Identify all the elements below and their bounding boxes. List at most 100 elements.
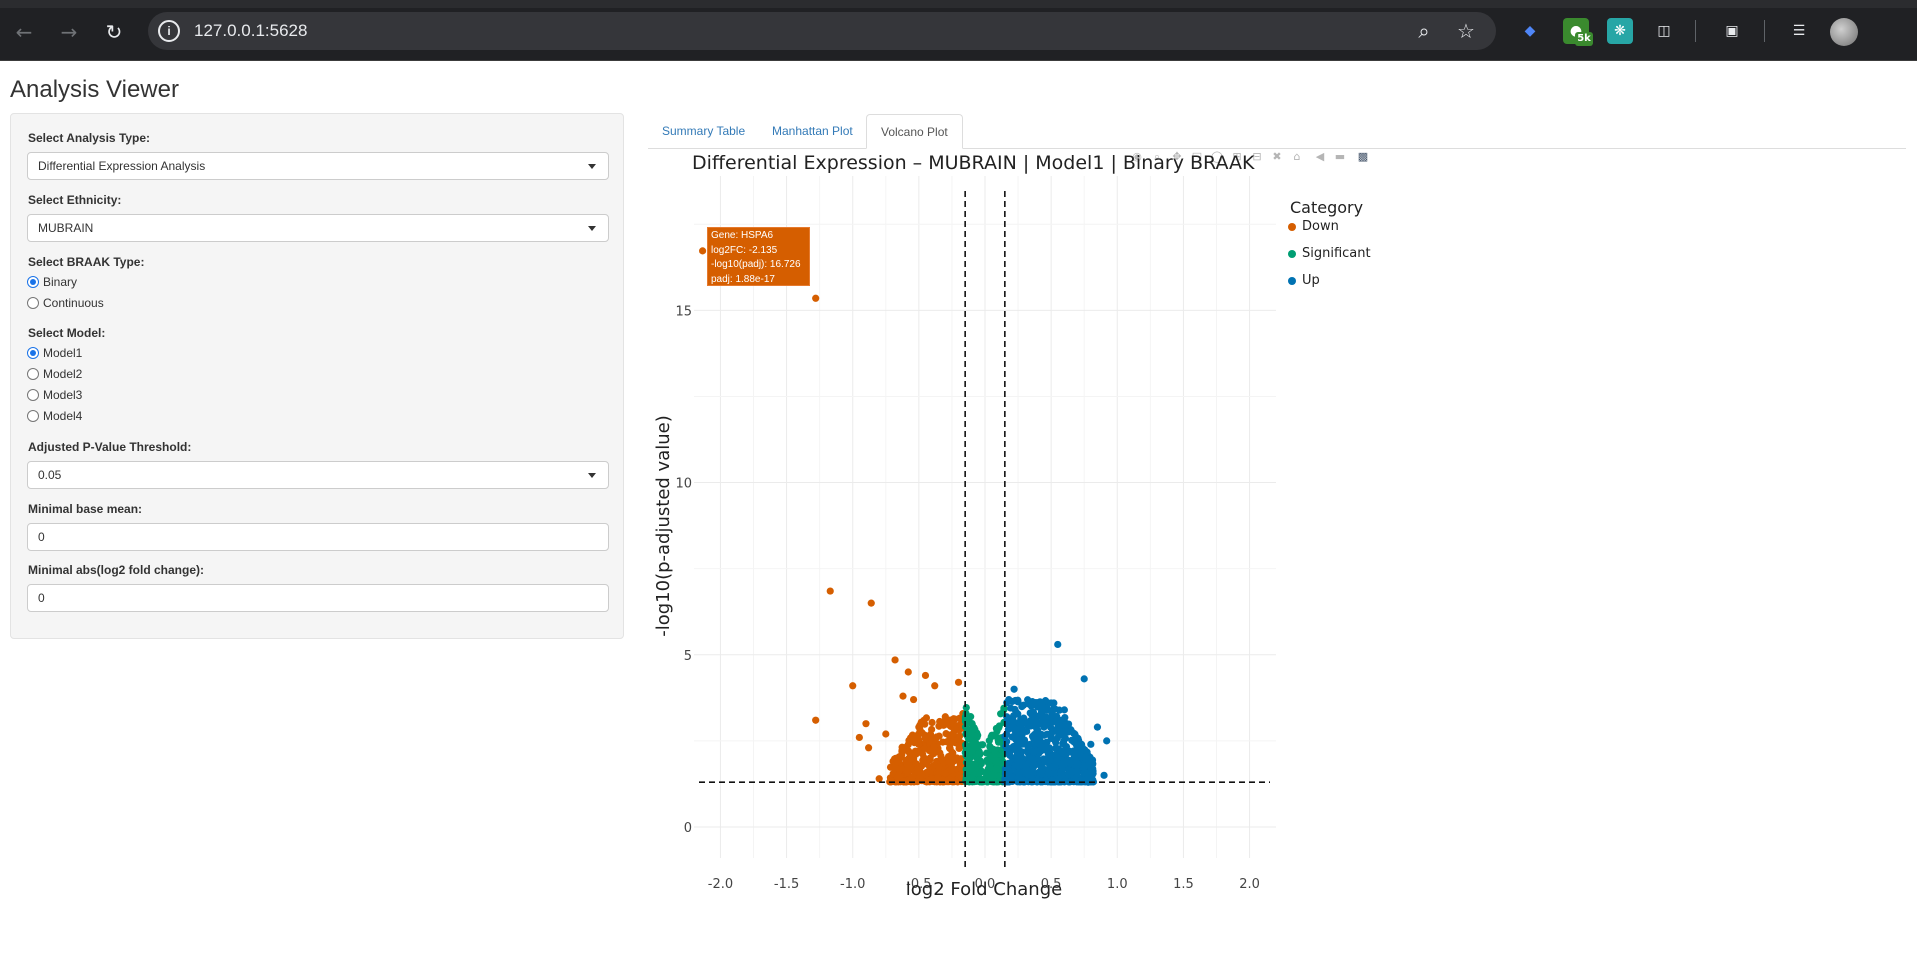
- extension-diamond-icon[interactable]: ◆: [1517, 18, 1543, 44]
- forward-icon[interactable]: →: [55, 18, 83, 46]
- point-down: [913, 777, 920, 784]
- zoom-icon[interactable]: ⌕: [1412, 19, 1436, 43]
- point-significant: [994, 765, 1001, 772]
- point-down: [898, 751, 905, 758]
- point-down: [897, 777, 904, 784]
- point-up: [1034, 727, 1041, 734]
- media-control-icon[interactable]: ☰: [1786, 18, 1812, 44]
- point-up: [1034, 778, 1041, 785]
- point-up: [1056, 778, 1063, 785]
- point-up: [1013, 770, 1020, 777]
- point-up: [1065, 766, 1072, 773]
- profile-avatar[interactable]: [1830, 18, 1858, 46]
- point-down: [891, 773, 898, 780]
- point-significant: [975, 770, 982, 777]
- point-up: [1080, 775, 1087, 782]
- point-up: [1085, 762, 1092, 769]
- autoscale-icon[interactable]: ✖: [1270, 150, 1284, 164]
- point-down: [920, 771, 927, 778]
- pvalue-threshold-select[interactable]: 0.05: [27, 461, 609, 489]
- point-up: [1087, 768, 1094, 775]
- address-bar[interactable]: i 127.0.0.1:5628 ⌕ ☆: [148, 12, 1496, 50]
- point-up: [1029, 700, 1036, 707]
- x-tick-label: 2.0: [1239, 877, 1260, 892]
- chevron-down-icon: [588, 164, 596, 169]
- point-up: [1088, 761, 1095, 768]
- tab-summary-table[interactable]: Summary Table: [648, 114, 759, 149]
- point-up: [1007, 770, 1014, 777]
- legend-item-significant[interactable]: Significant: [1302, 246, 1371, 261]
- point-up: [1036, 712, 1043, 719]
- point-significant: [963, 731, 970, 738]
- x-tick-label: -1.5: [774, 877, 799, 892]
- radio-checked-icon[interactable]: [27, 276, 39, 288]
- radio-unchecked-icon[interactable]: [27, 368, 39, 380]
- point-down: [960, 743, 967, 750]
- point-down: [961, 773, 968, 780]
- radio-unchecked-icon[interactable]: [27, 389, 39, 401]
- point-up: [1024, 757, 1031, 764]
- point-down: [918, 729, 925, 736]
- point-up: [1057, 767, 1064, 774]
- point-significant: [965, 758, 972, 765]
- point-up: [1031, 741, 1038, 748]
- point-down: [892, 755, 899, 762]
- tab-volcano-plot[interactable]: Volcano Plot: [866, 114, 963, 149]
- point-up: [1008, 775, 1015, 782]
- point-down: [946, 778, 953, 785]
- point-down: [889, 778, 896, 785]
- back-icon[interactable]: ←: [10, 18, 38, 46]
- point-up: [1019, 741, 1026, 748]
- point-up: [1016, 778, 1023, 785]
- min-base-mean-input[interactable]: [27, 523, 609, 551]
- radio-unchecked-icon[interactable]: [27, 410, 39, 422]
- point-significant: [969, 737, 976, 744]
- radio-unchecked-icon[interactable]: [27, 297, 39, 309]
- reload-icon[interactable]: ↻: [100, 18, 128, 46]
- ethnicity-select[interactable]: MUBRAIN: [27, 214, 609, 242]
- compare-hover-icon[interactable]: ▬: [1333, 150, 1347, 164]
- point-up: [1031, 731, 1038, 738]
- point-down: [951, 737, 958, 744]
- url-text[interactable]: 127.0.0.1:5628: [194, 21, 307, 41]
- point-down: [940, 722, 947, 729]
- cast-icon[interactable]: ▣: [1719, 18, 1745, 44]
- legend-item-up[interactable]: Up: [1302, 273, 1320, 288]
- point-up: [1054, 734, 1061, 741]
- extension-grid-icon[interactable]: ❋: [1607, 18, 1633, 44]
- point-up: [1027, 756, 1034, 763]
- point-up: [1076, 762, 1083, 769]
- point-up: [1051, 752, 1058, 759]
- point-significant: [995, 778, 1002, 785]
- site-info-icon[interactable]: i: [158, 20, 180, 42]
- point-down: [907, 755, 914, 762]
- point-up: [1003, 713, 1010, 720]
- extensions-puzzle-icon[interactable]: ◫: [1651, 18, 1677, 44]
- extension-lock-icon[interactable]: ● 5k: [1563, 18, 1589, 44]
- point-up: [1010, 722, 1017, 729]
- point-down: [933, 758, 940, 765]
- point-significant: [984, 778, 991, 785]
- point-down: [916, 768, 923, 775]
- tab-manhattan-plot[interactable]: Manhattan Plot: [758, 114, 867, 149]
- point-up: [1058, 772, 1065, 779]
- min-abs-lfc-input[interactable]: [27, 584, 609, 612]
- point-up: [1083, 777, 1090, 784]
- radio-checked-icon[interactable]: [27, 347, 39, 359]
- analysis-type-select[interactable]: Differential Expression Analysis: [27, 152, 609, 180]
- point-up: [1083, 749, 1090, 756]
- point-significant: [997, 763, 1004, 770]
- point-up: [1041, 732, 1048, 739]
- bookmark-star-icon[interactable]: ☆: [1454, 19, 1478, 43]
- point-significant: [965, 735, 972, 742]
- plotly-logo-icon[interactable]: ▩: [1356, 150, 1370, 164]
- point-up: [1074, 745, 1081, 752]
- home-icon[interactable]: ⌂: [1290, 150, 1304, 164]
- point-significant: [999, 738, 1006, 745]
- legend-item-down[interactable]: Down: [1302, 219, 1339, 234]
- spike-lines-icon[interactable]: ◀: [1313, 150, 1327, 164]
- point-up: [1027, 764, 1034, 771]
- point-up: [1028, 761, 1035, 768]
- point-up: [1045, 754, 1052, 761]
- point-significant: [996, 762, 1003, 769]
